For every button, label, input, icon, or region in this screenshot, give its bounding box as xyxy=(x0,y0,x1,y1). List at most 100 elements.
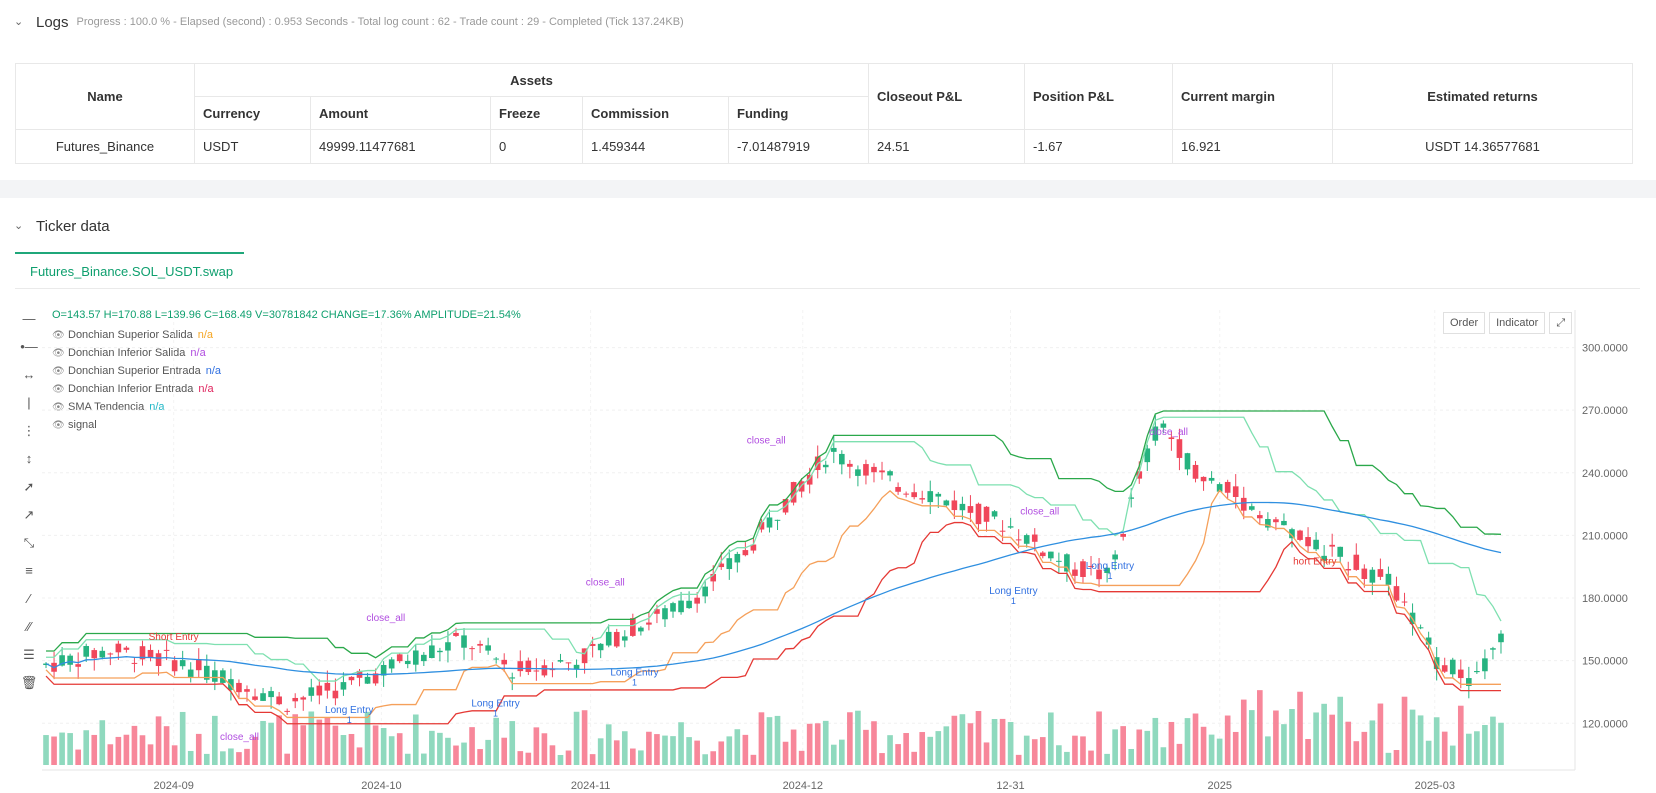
candle-body xyxy=(1297,530,1303,540)
volume-bar xyxy=(565,750,572,765)
candle-body xyxy=(123,647,130,650)
candle-body xyxy=(839,453,845,465)
x-tick-label: 2024-11 xyxy=(571,780,611,792)
candle-body xyxy=(1015,539,1022,541)
volume-bar xyxy=(710,751,717,765)
volume-bar xyxy=(814,723,821,765)
volume-bar xyxy=(1144,730,1151,765)
candle-body xyxy=(147,649,154,659)
vertical-segment-icon[interactable]: ↕ xyxy=(25,451,33,466)
candle-body xyxy=(364,676,371,684)
volume-bar xyxy=(855,710,861,765)
volume-bar xyxy=(847,712,853,765)
ohlc-readout: O=143.57 H=170.88 L=139.96 C=168.49 V=30… xyxy=(52,309,521,321)
candle-body xyxy=(597,643,604,651)
horizontal-ray-icon[interactable]: •— xyxy=(20,339,38,354)
volume-bar xyxy=(678,722,684,765)
legend-item[interactable]: 👁 signal xyxy=(52,419,97,431)
legend-item[interactable]: 👁 Donchian Superior Entrada n/a xyxy=(52,365,221,377)
horizontal-line-icon[interactable]: — xyxy=(22,311,36,326)
extended-line-icon[interactable]: ⤡ xyxy=(23,535,35,550)
cell-name: Futures_Binance xyxy=(15,129,195,164)
volume-bar xyxy=(1482,725,1488,765)
trend-line-icon[interactable]: ➚ xyxy=(23,479,35,494)
legend-item[interactable]: 👁 Donchian Inferior Entrada n/a xyxy=(52,383,214,395)
volume-bar xyxy=(1152,717,1159,765)
parallel-channel-icon[interactable]: ⁄ xyxy=(27,591,31,606)
candle-body xyxy=(790,482,797,503)
legend-item[interactable]: 👁 SMA Tendencia n/a xyxy=(52,401,165,413)
candle-body xyxy=(887,471,893,476)
volume-bar xyxy=(461,742,467,765)
candle-body xyxy=(1337,546,1344,557)
col-currency: Currency xyxy=(194,96,311,130)
col-assets: Assets xyxy=(194,63,869,97)
lines-icon[interactable]: ☰ xyxy=(23,647,35,662)
candle-body xyxy=(300,697,307,700)
legend-item[interactable]: 👁 Donchian Inferior Salida n/a xyxy=(52,347,206,359)
eye-icon[interactable]: 👁 xyxy=(52,419,65,431)
col-name: Name xyxy=(15,63,195,130)
volume-bar xyxy=(1160,747,1167,765)
order-button[interactable]: Order xyxy=(1443,312,1486,334)
volume-bar xyxy=(702,754,708,765)
price-chart[interactable]: 300.0000 270.0000 240.0000 210.0000 180.0000… xyxy=(0,300,1656,793)
donchian-lower-exit-line xyxy=(45,489,1501,719)
fullscreen-icon[interactable]: ⤢ xyxy=(1549,312,1573,334)
logs-header[interactable]: ⌄ Logs Progress : 100.0 % - Elapsed (sec… xyxy=(0,0,1656,44)
ray-line-icon[interactable]: ↗ xyxy=(23,507,35,522)
candle-body xyxy=(630,618,636,636)
cell-position: -1.67 xyxy=(1024,129,1173,164)
volume-bar xyxy=(1192,713,1199,765)
candle-body xyxy=(252,696,258,700)
volume-bar xyxy=(975,711,982,765)
volume-bar xyxy=(203,753,210,765)
volume-bar xyxy=(388,736,395,765)
trade-annotation: hort Entry xyxy=(1293,557,1336,568)
candle-body xyxy=(822,464,829,468)
eye-icon[interactable]: 👁 xyxy=(52,347,65,359)
eye-icon[interactable]: 👁 xyxy=(52,329,65,341)
vertical-line-icon[interactable]: | xyxy=(27,395,31,410)
volume-bar xyxy=(1048,712,1054,765)
eye-icon[interactable]: 👁 xyxy=(52,365,65,377)
volume-bar xyxy=(1232,731,1239,765)
col-amount: Amount xyxy=(310,96,491,130)
chevron-down-icon[interactable]: ⌄ xyxy=(14,220,24,232)
ticker-header[interactable]: ⌄ Ticker data xyxy=(0,204,118,248)
volume-bar xyxy=(123,734,130,765)
volume-bar xyxy=(887,735,893,765)
candle-body xyxy=(951,500,958,511)
volume-bar xyxy=(316,719,323,765)
trade-annotation-count: 1 xyxy=(347,715,352,725)
volume-bar xyxy=(935,731,942,765)
chevron-down-icon[interactable]: ⌄ xyxy=(14,16,24,28)
candle-body xyxy=(670,603,676,612)
volume-bar xyxy=(806,723,813,765)
volume-bar xyxy=(332,725,339,765)
trash-icon[interactable]: 🗑 xyxy=(20,675,38,690)
fibonacci-icon[interactable]: ⁄⁄ xyxy=(26,619,32,634)
volume-bar xyxy=(1385,752,1392,765)
tab-sol-usdt[interactable]: Futures_Binance.SOL_USDT.swap xyxy=(15,252,244,288)
indicator-button[interactable]: Indicator xyxy=(1489,312,1546,334)
eye-icon[interactable]: 👁 xyxy=(52,401,65,413)
volume-bar xyxy=(871,721,877,765)
volume-bar xyxy=(1329,714,1335,765)
volume-bar xyxy=(879,753,885,765)
line-segment-icon[interactable]: ↔ xyxy=(22,367,36,382)
candle-body xyxy=(477,643,483,646)
volume-bar xyxy=(1200,726,1207,765)
volume-bar xyxy=(790,729,797,765)
col-returns: Estimated returns xyxy=(1332,63,1633,130)
volume-bar xyxy=(863,729,869,765)
candle-body xyxy=(702,586,708,597)
volume-bar xyxy=(493,717,499,765)
candle-body xyxy=(1385,573,1392,585)
price-channel-icon[interactable]: ≡ xyxy=(25,563,33,578)
candle-body xyxy=(1184,453,1191,470)
legend-item[interactable]: 👁 Donchian Superior Salida n/a xyxy=(52,329,214,341)
eye-icon[interactable]: 👁 xyxy=(52,383,65,395)
vertical-ray-icon[interactable]: ⋮ xyxy=(22,423,36,438)
volume-bar xyxy=(308,711,315,765)
